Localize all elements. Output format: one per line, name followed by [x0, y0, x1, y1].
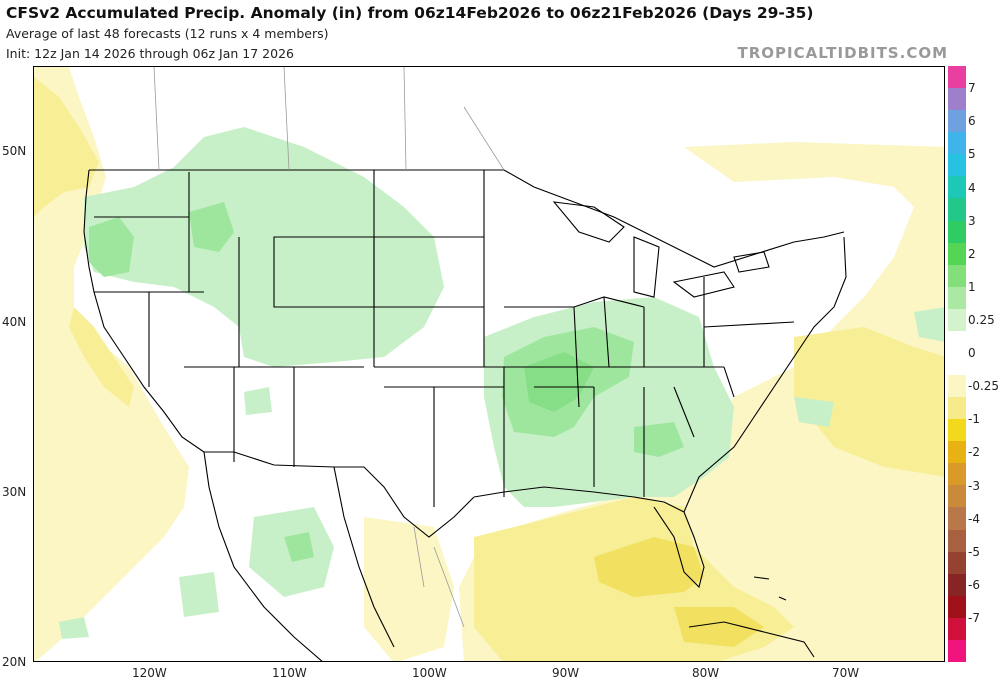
colorbar-tick-label: 1 [968, 279, 976, 294]
chart-title: CFSv2 Accumulated Precip. Anomaly (in) f… [6, 4, 814, 22]
colorbar-segment [948, 551, 966, 575]
colorbar-segment [948, 176, 966, 199]
lon-label-110w: 110W [272, 666, 307, 680]
lat-label-50n: 50N [2, 144, 27, 158]
map-canvas [34, 67, 944, 661]
colorbar-segment [948, 154, 966, 177]
mexico-coast [203, 451, 395, 661]
lat-label-30n: 30N [2, 485, 27, 499]
colorbar-segment [948, 352, 966, 376]
colorbar-segment [948, 463, 966, 486]
political-boundaries [83, 169, 847, 661]
colorbar-tick-label: 3 [968, 213, 976, 228]
colorbar-tick-label: -0.25 [968, 379, 1000, 394]
cuba-and-bahamas [688, 576, 815, 658]
state-lines-east [504, 277, 795, 497]
us-mexico-border [204, 451, 475, 538]
lon-label-80w: 80W [692, 666, 720, 680]
colorbar-tick-label: 0.25 [968, 312, 995, 327]
dry-area-gulf-core [594, 537, 704, 597]
colorbar-tick-label: -7 [968, 610, 980, 625]
colorbar-segment [948, 242, 966, 266]
lat-label-40n: 40N [2, 315, 27, 329]
state-lines-central [373, 170, 505, 507]
colorbar-tick-label: -2 [968, 445, 980, 460]
colorbar-tick-label: 7 [968, 81, 976, 96]
colorbar-segment [948, 441, 966, 464]
colorbar-tick-label: 0 [968, 346, 976, 361]
great-lakes [552, 201, 770, 298]
lat-label-20n: 20N [2, 655, 27, 669]
colorbar-segment [948, 507, 966, 531]
wet-area-georgia-core [634, 422, 684, 457]
chart-subtitle: Average of last 48 forecasts (12 runs x … [6, 26, 329, 41]
wet-area-idaho-core [189, 202, 234, 252]
colorbar-segment [948, 330, 966, 354]
dry-area-western-atlantic [794, 327, 944, 477]
colorbar-segment [948, 198, 966, 221]
colorbar-segment [948, 88, 966, 111]
colorbar-segment [948, 617, 966, 641]
wet-area-atlantic-spot [794, 397, 834, 427]
colorbar-segment [948, 66, 966, 89]
colorbar-segment [948, 375, 966, 398]
colorbar-segment [948, 419, 966, 442]
east-coast [683, 236, 847, 513]
lon-label-70w: 70W [832, 666, 860, 680]
wet-area-sonora-core [284, 532, 314, 562]
colorbar-segment [948, 529, 966, 553]
colorbar-tick-label: -6 [968, 577, 980, 592]
dry-area-caribbean [674, 607, 764, 647]
colorbar-segment [948, 132, 966, 155]
colorbar-legend [948, 66, 966, 663]
colorbar-segment [948, 595, 966, 619]
colorbar-tick-label: 4 [968, 180, 976, 195]
us-west-coast [83, 169, 205, 453]
dry-area-canada-coast [34, 77, 99, 217]
wet-area-oregon-core [89, 217, 134, 277]
colorbar-tick-label: -4 [968, 511, 980, 526]
colorbar-segment [948, 110, 966, 133]
colorbar-tick-label: -1 [968, 412, 980, 427]
precip-anomaly-map [33, 66, 945, 662]
lon-label-120w: 120W [132, 666, 167, 680]
wet-area-pacific-spot [59, 617, 89, 639]
lon-label-100w: 100W [412, 666, 447, 680]
colorbar-segment [948, 220, 966, 244]
secondary-boundaries [153, 67, 505, 628]
colorbar-segment [948, 485, 966, 508]
colorbar-segment [948, 308, 966, 332]
dry-area-mexico-plateau [364, 517, 454, 661]
lon-label-90w: 90W [552, 666, 580, 680]
init-time-label: Init: 12z Jan 14 2026 through 06z Jan 17… [6, 46, 294, 61]
dry-area-california-coast [69, 307, 134, 407]
brand-watermark: TROPICALTIDBITS.COM [737, 44, 948, 62]
colorbar-segment [948, 639, 966, 663]
colorbar-tick-label: 5 [968, 147, 976, 162]
colorbar-segment [948, 397, 966, 420]
colorbar-tick-label: 6 [968, 114, 976, 129]
wet-area-baja-spot [179, 572, 219, 617]
us-canada-border [89, 169, 845, 268]
colorbar-segment [948, 264, 966, 288]
colorbar-tick-label: -3 [968, 478, 980, 493]
colorbar-segment [948, 573, 966, 597]
colorbar-tick-label: -5 [968, 544, 980, 559]
wet-area-southwest-spot [244, 387, 272, 415]
colorbar-segment [948, 286, 966, 310]
colorbar-tick-label: 2 [968, 246, 976, 261]
wet-area-mid-atlantic [914, 307, 944, 342]
dry-anomaly-areas [34, 67, 944, 661]
